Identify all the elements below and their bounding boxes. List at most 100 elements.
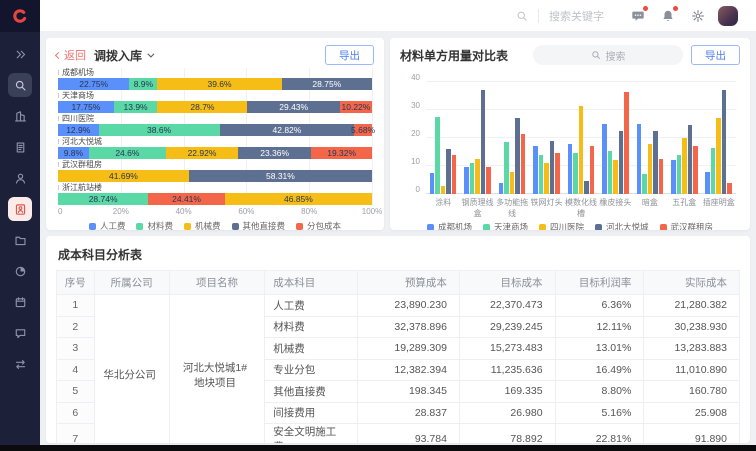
legend-item[interactable]: 机械费 [183, 220, 221, 230]
legend-item[interactable]: 材料费 [136, 220, 173, 230]
bar[interactable] [710, 147, 716, 194]
sidebar-item-transfer[interactable] [8, 352, 32, 376]
bar[interactable] [671, 160, 676, 194]
stack-segment[interactable]: 24.6% [88, 147, 166, 159]
bar[interactable] [464, 167, 469, 194]
stack-segment[interactable]: 38.6% [98, 124, 220, 136]
bar[interactable] [504, 142, 509, 194]
stack-segment[interactable]: 39.6% [157, 78, 282, 90]
sidebar-item-badge[interactable] [8, 197, 32, 221]
stack-segment[interactable]: 5.68% [351, 124, 376, 136]
legend-item[interactable]: 人工费 [88, 220, 125, 230]
stack-segment[interactable]: 24.41% [148, 193, 225, 205]
bar[interactable] [602, 124, 607, 194]
chart-search-input[interactable]: 搜索 [533, 45, 683, 65]
bar[interactable] [533, 146, 538, 194]
legend-item[interactable]: 成都机场 [426, 221, 472, 230]
sidebar-item-pie[interactable] [8, 259, 32, 283]
stack-segment[interactable]: 13.9% [113, 101, 158, 113]
bar[interactable] [687, 125, 693, 194]
legend-item[interactable]: 四川医院 [538, 221, 584, 230]
stack-segment[interactable]: 10.22% [339, 101, 372, 113]
bar[interactable] [544, 163, 549, 194]
bar[interactable] [607, 150, 613, 194]
bar[interactable] [446, 149, 451, 194]
bar[interactable] [451, 154, 457, 194]
stack-segment[interactable]: 22.92% [166, 147, 238, 159]
sidebar-item-search[interactable] [8, 73, 32, 97]
bar[interactable] [618, 131, 624, 194]
stack-segment[interactable]: 28.7% [157, 101, 248, 113]
bar[interactable] [486, 167, 491, 194]
stack-segment[interactable]: 41.69% [58, 170, 189, 182]
sidebar-item-document[interactable] [8, 135, 32, 159]
bar[interactable] [573, 153, 578, 194]
bar[interactable] [613, 160, 618, 194]
bar[interactable] [705, 171, 710, 194]
bar[interactable] [520, 133, 526, 194]
bar[interactable] [435, 117, 440, 194]
bar[interactable] [555, 153, 560, 194]
export-button-right[interactable]: 导出 [691, 45, 740, 65]
bar[interactable] [567, 143, 573, 194]
legend-item[interactable]: 河北大悦城 [595, 221, 649, 230]
bar[interactable] [693, 146, 698, 194]
bar[interactable] [549, 140, 555, 194]
bar[interactable] [721, 90, 727, 194]
bar[interactable] [429, 173, 435, 194]
export-button-left[interactable]: 导出 [325, 45, 374, 65]
stack-segment[interactable]: 29.43% [247, 101, 340, 113]
app-logo[interactable] [0, 0, 40, 32]
bar[interactable] [475, 159, 480, 194]
stack-segment[interactable]: 42.82% [219, 124, 355, 136]
back-button[interactable]: 返回 [54, 47, 86, 63]
bar[interactable] [647, 143, 653, 194]
sidebar-item-calendar[interactable] [8, 290, 32, 314]
stack-segment[interactable]: 8.9% [129, 78, 158, 90]
bar[interactable] [636, 124, 642, 194]
stack-segment[interactable]: 46.85% [224, 193, 372, 205]
stack-segment[interactable]: 19.32% [311, 147, 372, 159]
stack-segment[interactable]: 22.75% [58, 78, 130, 90]
avatar[interactable] [718, 5, 738, 26]
bar[interactable] [584, 181, 589, 194]
stack-segment[interactable]: 23.36% [237, 147, 312, 159]
legend-item[interactable]: 武汉群租房 [659, 221, 713, 230]
bar[interactable] [578, 105, 584, 194]
bar[interactable] [624, 91, 629, 194]
bar[interactable] [498, 182, 504, 194]
bar[interactable] [642, 174, 647, 194]
legend-item[interactable]: 天津商场 [482, 221, 528, 230]
sidebar-item-user[interactable] [8, 166, 32, 190]
legend-item[interactable]: 分包成本 [296, 220, 341, 230]
message-button[interactable] [630, 5, 648, 24]
sidebar-item-folder[interactable] [8, 228, 32, 252]
bar[interactable] [682, 138, 687, 194]
stack-segment[interactable]: 9.8% [58, 147, 89, 159]
sidebar-item-building[interactable] [8, 104, 32, 128]
sidebar-item-chat[interactable] [8, 321, 32, 345]
bar[interactable] [653, 131, 658, 194]
global-search[interactable]: 搜索关键字 [516, 8, 604, 24]
legend-item[interactable]: 其他直接费 [231, 220, 285, 230]
bar[interactable] [716, 118, 721, 194]
stack-segment[interactable]: 28.75% [281, 78, 372, 90]
stack-segment[interactable]: 17.75% [58, 101, 114, 113]
bar[interactable] [676, 154, 682, 194]
bar[interactable] [727, 182, 732, 194]
bell-button[interactable] [660, 5, 678, 24]
bar[interactable] [658, 159, 664, 194]
stack-segment[interactable]: 12.9% [58, 124, 99, 136]
bar[interactable] [538, 154, 544, 194]
bar[interactable] [480, 90, 486, 194]
bar[interactable] [509, 171, 515, 194]
sidebar-item-collapse[interactable] [8, 42, 32, 66]
bar[interactable] [469, 163, 475, 194]
bar[interactable] [589, 146, 595, 194]
bar[interactable] [515, 118, 520, 194]
bar[interactable] [440, 185, 446, 194]
stack-segment[interactable]: 58.31% [188, 170, 372, 182]
panel-title-dropdown[interactable]: 调拨入库 [94, 47, 155, 64]
gear-button[interactable] [690, 8, 706, 24]
stack-segment[interactable]: 28.74% [58, 193, 149, 205]
